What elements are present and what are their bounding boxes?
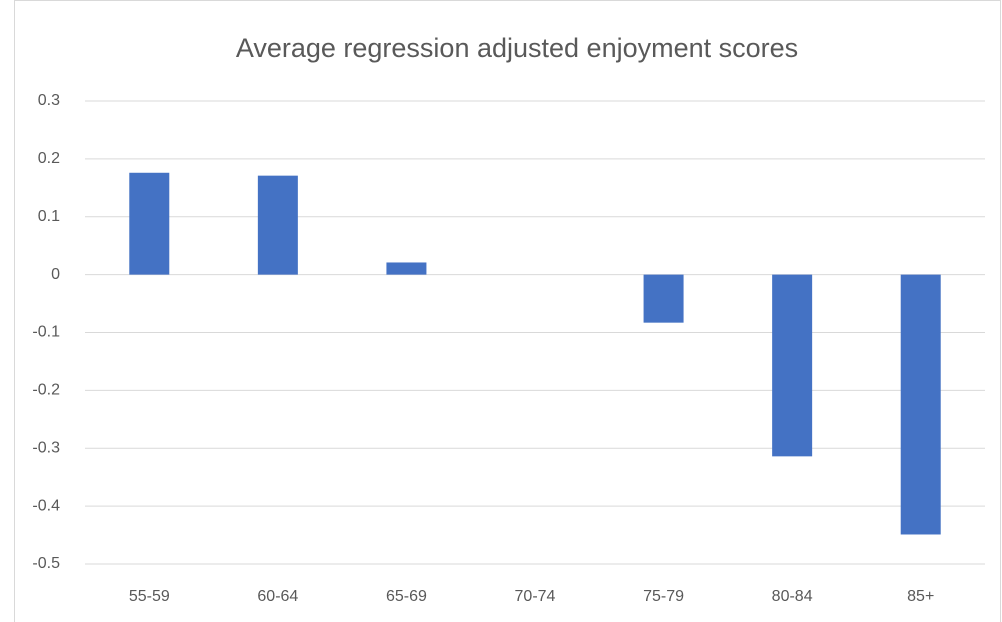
chart-border [14, 0, 1001, 622]
x-tick-label: 80-84 [772, 588, 813, 605]
x-tick-label: 70-74 [515, 588, 556, 605]
x-tick-label: 65-69 [386, 588, 427, 605]
x-tick-label: 85+ [907, 588, 934, 605]
x-tick-label: 75-79 [643, 588, 684, 605]
bar [386, 262, 427, 275]
x-tick-label: 60-64 [257, 588, 298, 605]
y-tick-label: 0.2 [38, 150, 60, 167]
y-tick-label: -0.4 [32, 497, 60, 514]
y-tick-label: 0.3 [38, 92, 60, 109]
y-tick-label: -0.3 [32, 439, 60, 456]
y-tick-label: 0 [51, 266, 60, 283]
y-tick-label: -0.5 [32, 555, 60, 572]
y-tick-label: -0.1 [32, 324, 60, 341]
y-tick-label: 0.1 [38, 208, 60, 225]
bar [129, 172, 170, 275]
y-tick-label: -0.2 [32, 382, 60, 399]
bar [900, 274, 941, 535]
x-tick-label: 55-59 [129, 588, 170, 605]
bar [772, 274, 813, 457]
chart-title: Average regression adjusted enjoyment sc… [236, 33, 798, 63]
bar [643, 274, 684, 323]
bar [257, 175, 298, 275]
